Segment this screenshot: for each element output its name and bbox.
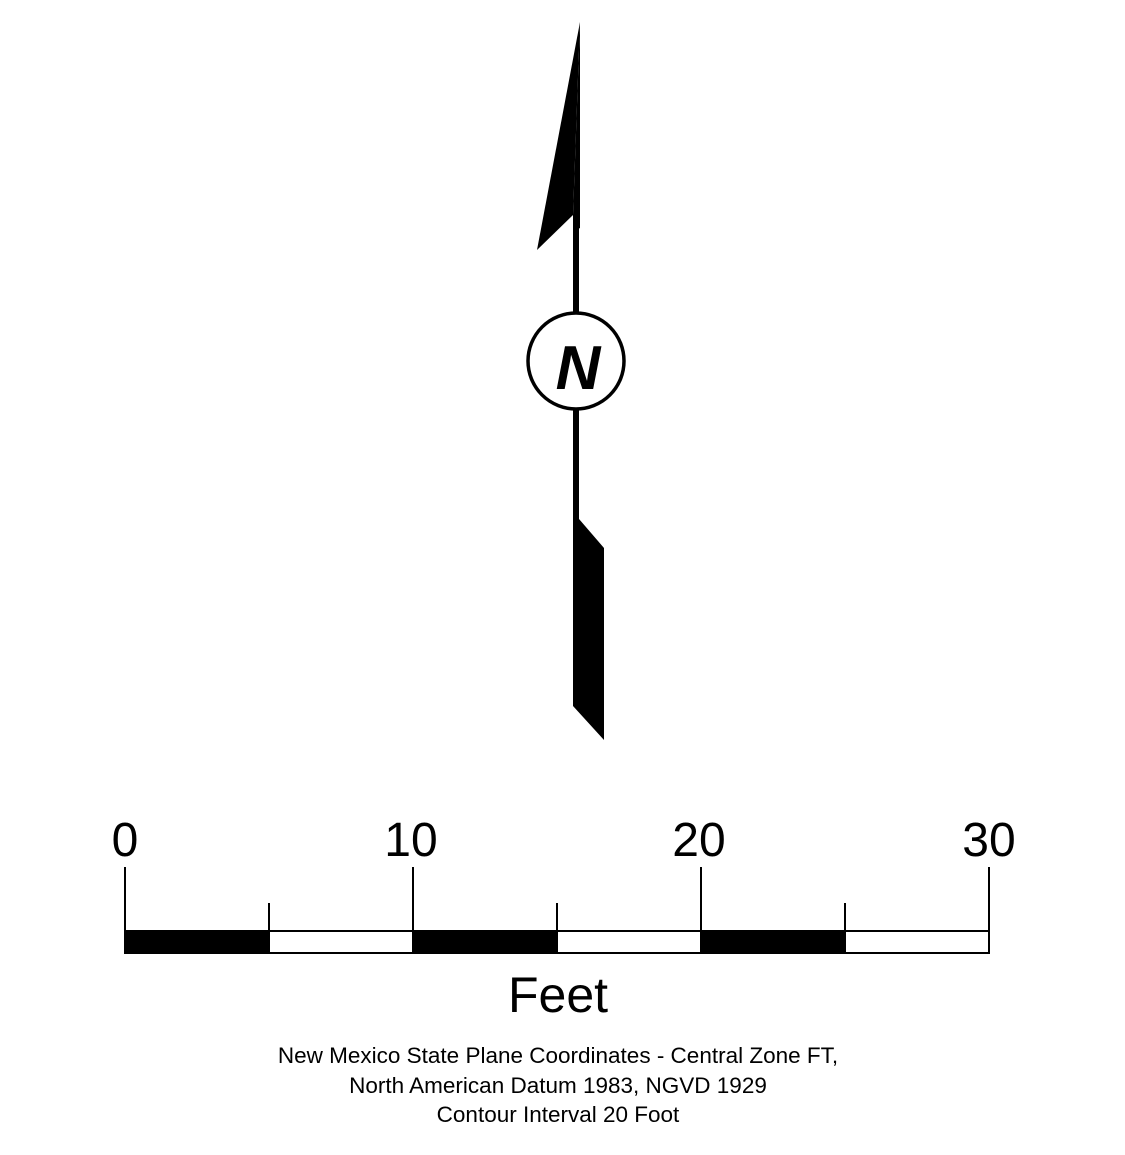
scale-bar-segment <box>412 930 558 954</box>
map-notes: New Mexico State Plane Coordinates - Cen… <box>0 1041 1116 1130</box>
map-note-line: North American Datum 1983, NGVD 1929 <box>349 1072 767 1098</box>
north-letter: N <box>556 334 602 403</box>
scale-bar-segment <box>556 930 702 954</box>
scale-tick-label: 10 <box>384 814 437 867</box>
scale-bar-segment <box>700 930 846 954</box>
scale-bar-segment <box>268 930 414 954</box>
map-note-line: New Mexico State Plane Coordinates - Cen… <box>277 1043 839 1068</box>
scale-unit-label: Feet <box>508 967 608 1023</box>
north-arrow: N <box>526 22 626 740</box>
scale-bar-labels: 0 10 20 30 <box>112 814 1016 867</box>
scale-tick-label: 30 <box>962 814 1015 867</box>
scale-tick-label: 0 <box>112 814 139 867</box>
scale-bar-ticks <box>124 867 990 953</box>
scale-tick-label: 20 <box>672 814 725 867</box>
scale-bar-segment <box>124 930 270 954</box>
north-arrow-head-icon <box>537 22 580 250</box>
scale-bar: 0 10 20 30 Feet <box>112 814 1016 1023</box>
north-arrow-tail-icon <box>573 512 604 740</box>
map-note-line: Contour Interval 20 Foot <box>436 1102 680 1127</box>
north-arrow-head-edge <box>573 22 580 232</box>
scale-bar-segment <box>844 930 990 954</box>
